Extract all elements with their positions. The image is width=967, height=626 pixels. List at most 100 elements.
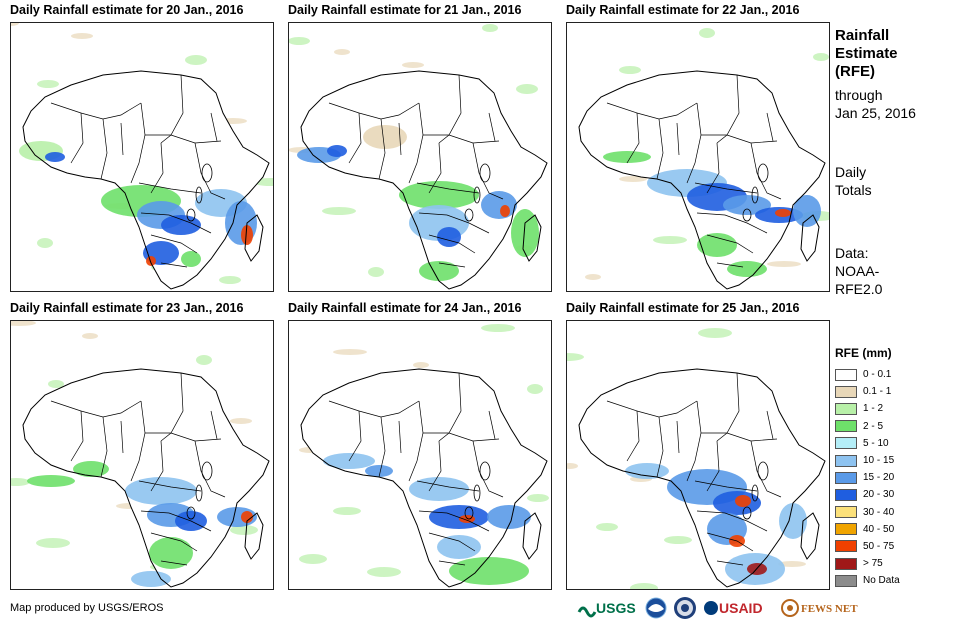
country-border xyxy=(706,532,754,552)
country-border xyxy=(138,480,202,492)
country-border xyxy=(472,440,504,498)
legend-title: RFE (mm) xyxy=(835,346,892,360)
usaid-logo: USAID xyxy=(704,600,763,616)
country-border xyxy=(418,510,490,532)
country-border xyxy=(686,400,702,482)
side-totals-line: Totals xyxy=(835,182,872,198)
country-border xyxy=(416,480,480,492)
usgs-logo: USGS xyxy=(577,600,636,618)
ocean-rain-patch xyxy=(367,567,401,577)
country-border xyxy=(701,432,778,442)
side-totals-line: Daily xyxy=(835,164,867,180)
ocean-rain-patch xyxy=(219,276,241,284)
coastline xyxy=(578,70,826,290)
ocean-rain-patch xyxy=(813,53,829,61)
rainfall-map xyxy=(566,320,830,590)
fewsnet-logo-text: FEWS NET xyxy=(801,603,858,615)
rainfall-area xyxy=(419,261,459,281)
country-border xyxy=(716,560,744,566)
country-border xyxy=(140,510,212,532)
madagascar-outline xyxy=(800,214,820,262)
rainfall-area xyxy=(697,233,737,257)
ocean-rain-patch xyxy=(37,238,53,248)
country-border xyxy=(194,142,226,200)
legend-swatch xyxy=(835,471,857,484)
legend-label: 30 - 40 xyxy=(863,506,895,518)
legend-item: > 75 xyxy=(835,555,900,572)
lake-outline xyxy=(473,186,481,204)
legend-swatch xyxy=(835,488,857,501)
rainfall-area xyxy=(603,151,651,163)
coastline xyxy=(22,368,270,588)
map-panel-5: Daily Rainfall estimate for 24 Jan., 201… xyxy=(288,301,552,590)
country-border xyxy=(701,134,778,144)
rainfall-map xyxy=(10,22,274,292)
country-border xyxy=(656,416,664,478)
ocean-rain-patch xyxy=(185,55,207,65)
rainfall-area xyxy=(125,477,197,505)
country-border xyxy=(378,118,386,180)
country-border xyxy=(428,234,476,254)
side-data-line: Data: xyxy=(835,245,869,261)
legend-item: 30 - 40 xyxy=(835,504,900,521)
africa-map-svg xyxy=(299,324,549,588)
country-border xyxy=(766,112,774,142)
rainfall-area xyxy=(779,503,807,539)
country-border xyxy=(472,142,504,200)
lake-outline xyxy=(464,506,474,520)
country-border xyxy=(150,532,198,552)
legend-swatch xyxy=(835,385,857,398)
rainfall-area xyxy=(241,225,253,245)
rainfall-area xyxy=(511,209,539,257)
country-border xyxy=(676,122,680,156)
rainfall-area xyxy=(409,477,469,501)
legend-rows: 0 - 0.1 0.1 - 1 1 - 2 2 - 5 5 - 10 10 - 15 15 … xyxy=(835,366,900,589)
country-border xyxy=(100,416,108,478)
rainfall-area xyxy=(181,251,201,267)
country-border xyxy=(488,112,496,142)
country-border xyxy=(686,102,702,184)
legend-label: 15 - 20 xyxy=(863,472,895,484)
ocean-rain-patch xyxy=(527,494,549,502)
ocean-rain-patch xyxy=(585,274,601,280)
ocean-rain-patch xyxy=(619,66,641,74)
country-border xyxy=(408,102,424,184)
logo-strip: USGS USAID FEWS NET xyxy=(577,595,861,621)
country-border xyxy=(398,420,402,454)
ocean-rain-patch xyxy=(11,23,19,26)
rainfall-area xyxy=(775,209,791,217)
legend-item: 0 - 0.1 xyxy=(835,366,900,383)
rainfall-map xyxy=(566,22,830,292)
legend-swatch xyxy=(835,402,857,415)
country-border xyxy=(130,400,146,482)
side-data-line: NOAA- xyxy=(835,263,880,279)
country-border xyxy=(438,372,462,442)
country-border xyxy=(694,480,758,492)
map-panel-1: Daily Rainfall estimate for 20 Jan., 201… xyxy=(10,3,274,292)
country-border xyxy=(750,440,782,498)
rainfall-map xyxy=(288,320,552,590)
ocean-rain-patch xyxy=(481,324,515,332)
side-title: Rainfall Estimate (RFE) xyxy=(835,27,898,81)
country-border xyxy=(378,416,386,478)
map-panel-2: Daily Rainfall estimate for 21 Jan., 201… xyxy=(288,3,552,292)
lake-outline xyxy=(195,186,203,204)
ocean-rain-patch xyxy=(289,37,310,45)
lake-outline xyxy=(201,461,213,481)
country-border xyxy=(145,432,222,442)
ocean-rain-patch xyxy=(333,507,361,515)
ocean-rain-patch xyxy=(71,33,93,39)
ocean-rain-patch xyxy=(653,236,687,244)
legend-label: No Data xyxy=(863,575,900,587)
country-border xyxy=(423,432,500,442)
ocean-rain-patch xyxy=(36,538,70,548)
rainfall-map xyxy=(10,320,274,590)
usaid-logo-text: USAID xyxy=(719,600,763,616)
ocean-rain-patch xyxy=(11,321,36,326)
rainfall-area xyxy=(481,191,517,219)
rainfall-area xyxy=(449,557,529,585)
lake-outline xyxy=(186,506,196,520)
country-border xyxy=(100,118,108,180)
country-border xyxy=(626,112,640,164)
country-border xyxy=(696,510,768,532)
